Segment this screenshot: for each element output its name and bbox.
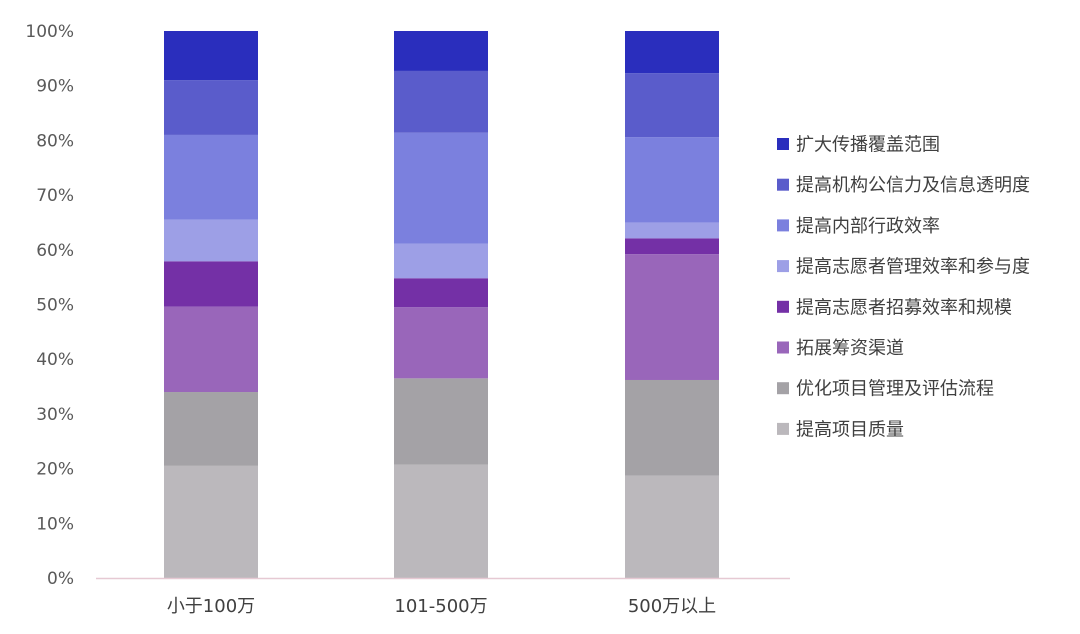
bar-stacks [164, 31, 719, 578]
legend-label: 提高项目质量 [796, 419, 904, 440]
bar-segment [394, 307, 488, 379]
bar-segment [394, 378, 488, 465]
legend-item: 扩大传播覆盖范围 [777, 135, 940, 156]
bar-stack [164, 31, 258, 578]
legend-label: 拓展筹资渠道 [796, 338, 904, 359]
legend-item: 提高志愿者管理效率和参与度 [777, 257, 1030, 278]
legend-label: 扩大传播覆盖范围 [796, 135, 940, 156]
bar-segment [625, 137, 719, 223]
y-tick-label: 60% [36, 241, 74, 261]
bar-segment [394, 70, 488, 133]
y-tick-label: 90% [36, 77, 74, 97]
y-tick-label: 40% [36, 350, 74, 370]
legend-item: 拓展筹资渠道 [777, 338, 904, 359]
bar-segment [394, 31, 488, 71]
y-tick-label: 30% [36, 405, 74, 425]
bar-segment [164, 306, 258, 393]
bar-segment [625, 73, 719, 138]
y-tick-label: 10% [36, 514, 74, 534]
legend-label: 提高志愿者招募效率和规模 [796, 297, 1012, 318]
y-tick-label: 70% [36, 186, 74, 206]
bar-segment [625, 31, 719, 74]
y-tick-label: 50% [36, 296, 74, 316]
bar-segment [625, 475, 719, 578]
bar-segment [164, 465, 258, 578]
x-category-label: 小于100万 [167, 596, 255, 617]
y-tick-label: 0% [47, 569, 74, 589]
legend-item: 提高内部行政效率 [777, 216, 940, 237]
legend-label: 提高内部行政效率 [796, 216, 940, 237]
bar-segment [394, 278, 488, 308]
y-tick-label: 100% [25, 22, 74, 42]
bar-segment [625, 222, 719, 239]
legend-item: 提高志愿者招募效率和规模 [777, 297, 1012, 318]
legend-swatch [777, 382, 789, 395]
legend: 扩大传播覆盖范围提高机构公信力及信息透明度提高内部行政效率提高志愿者管理效率和参… [777, 135, 1030, 440]
bar-segment [394, 243, 488, 279]
x-category-label: 101-500万 [394, 596, 487, 617]
bar-segment [625, 379, 719, 476]
x-axis-category-labels: 小于100万 101-500万 500万以上 [167, 596, 716, 617]
bar-segment [164, 219, 258, 262]
y-axis-tick-labels: 0% 10% 20% 30% 40% 50% 60% 70% 80% 90% 100% [25, 22, 74, 589]
legend-swatch [777, 138, 789, 150]
bar-segment [394, 132, 488, 244]
legend-swatch [777, 300, 789, 313]
legend-swatch [777, 341, 789, 354]
y-tick-label: 20% [36, 460, 74, 480]
bar-segment [164, 261, 258, 307]
legend-swatch [777, 219, 789, 232]
legend-label: 优化项目管理及评估流程 [796, 379, 994, 400]
legend-swatch [777, 260, 789, 273]
bar-segment [164, 392, 258, 466]
legend-label: 提高机构公信力及信息透明度 [796, 175, 1030, 196]
bar-stack [625, 31, 719, 578]
bar-segment [164, 134, 258, 220]
x-category-label: 500万以上 [628, 596, 716, 617]
legend-item: 提高项目质量 [777, 419, 904, 440]
legend-label: 提高志愿者管理效率和参与度 [796, 257, 1030, 278]
bar-segment [164, 31, 258, 81]
bar-segment [625, 238, 719, 255]
bar-stack [394, 31, 488, 578]
y-tick-label: 80% [36, 131, 74, 151]
legend-item: 优化项目管理及评估流程 [777, 379, 994, 400]
legend-swatch [777, 422, 789, 435]
bar-segment [164, 80, 258, 135]
legend-item: 提高机构公信力及信息透明度 [777, 175, 1030, 196]
legend-swatch [777, 178, 789, 191]
bar-segment [625, 254, 719, 380]
bar-segment [394, 464, 488, 578]
